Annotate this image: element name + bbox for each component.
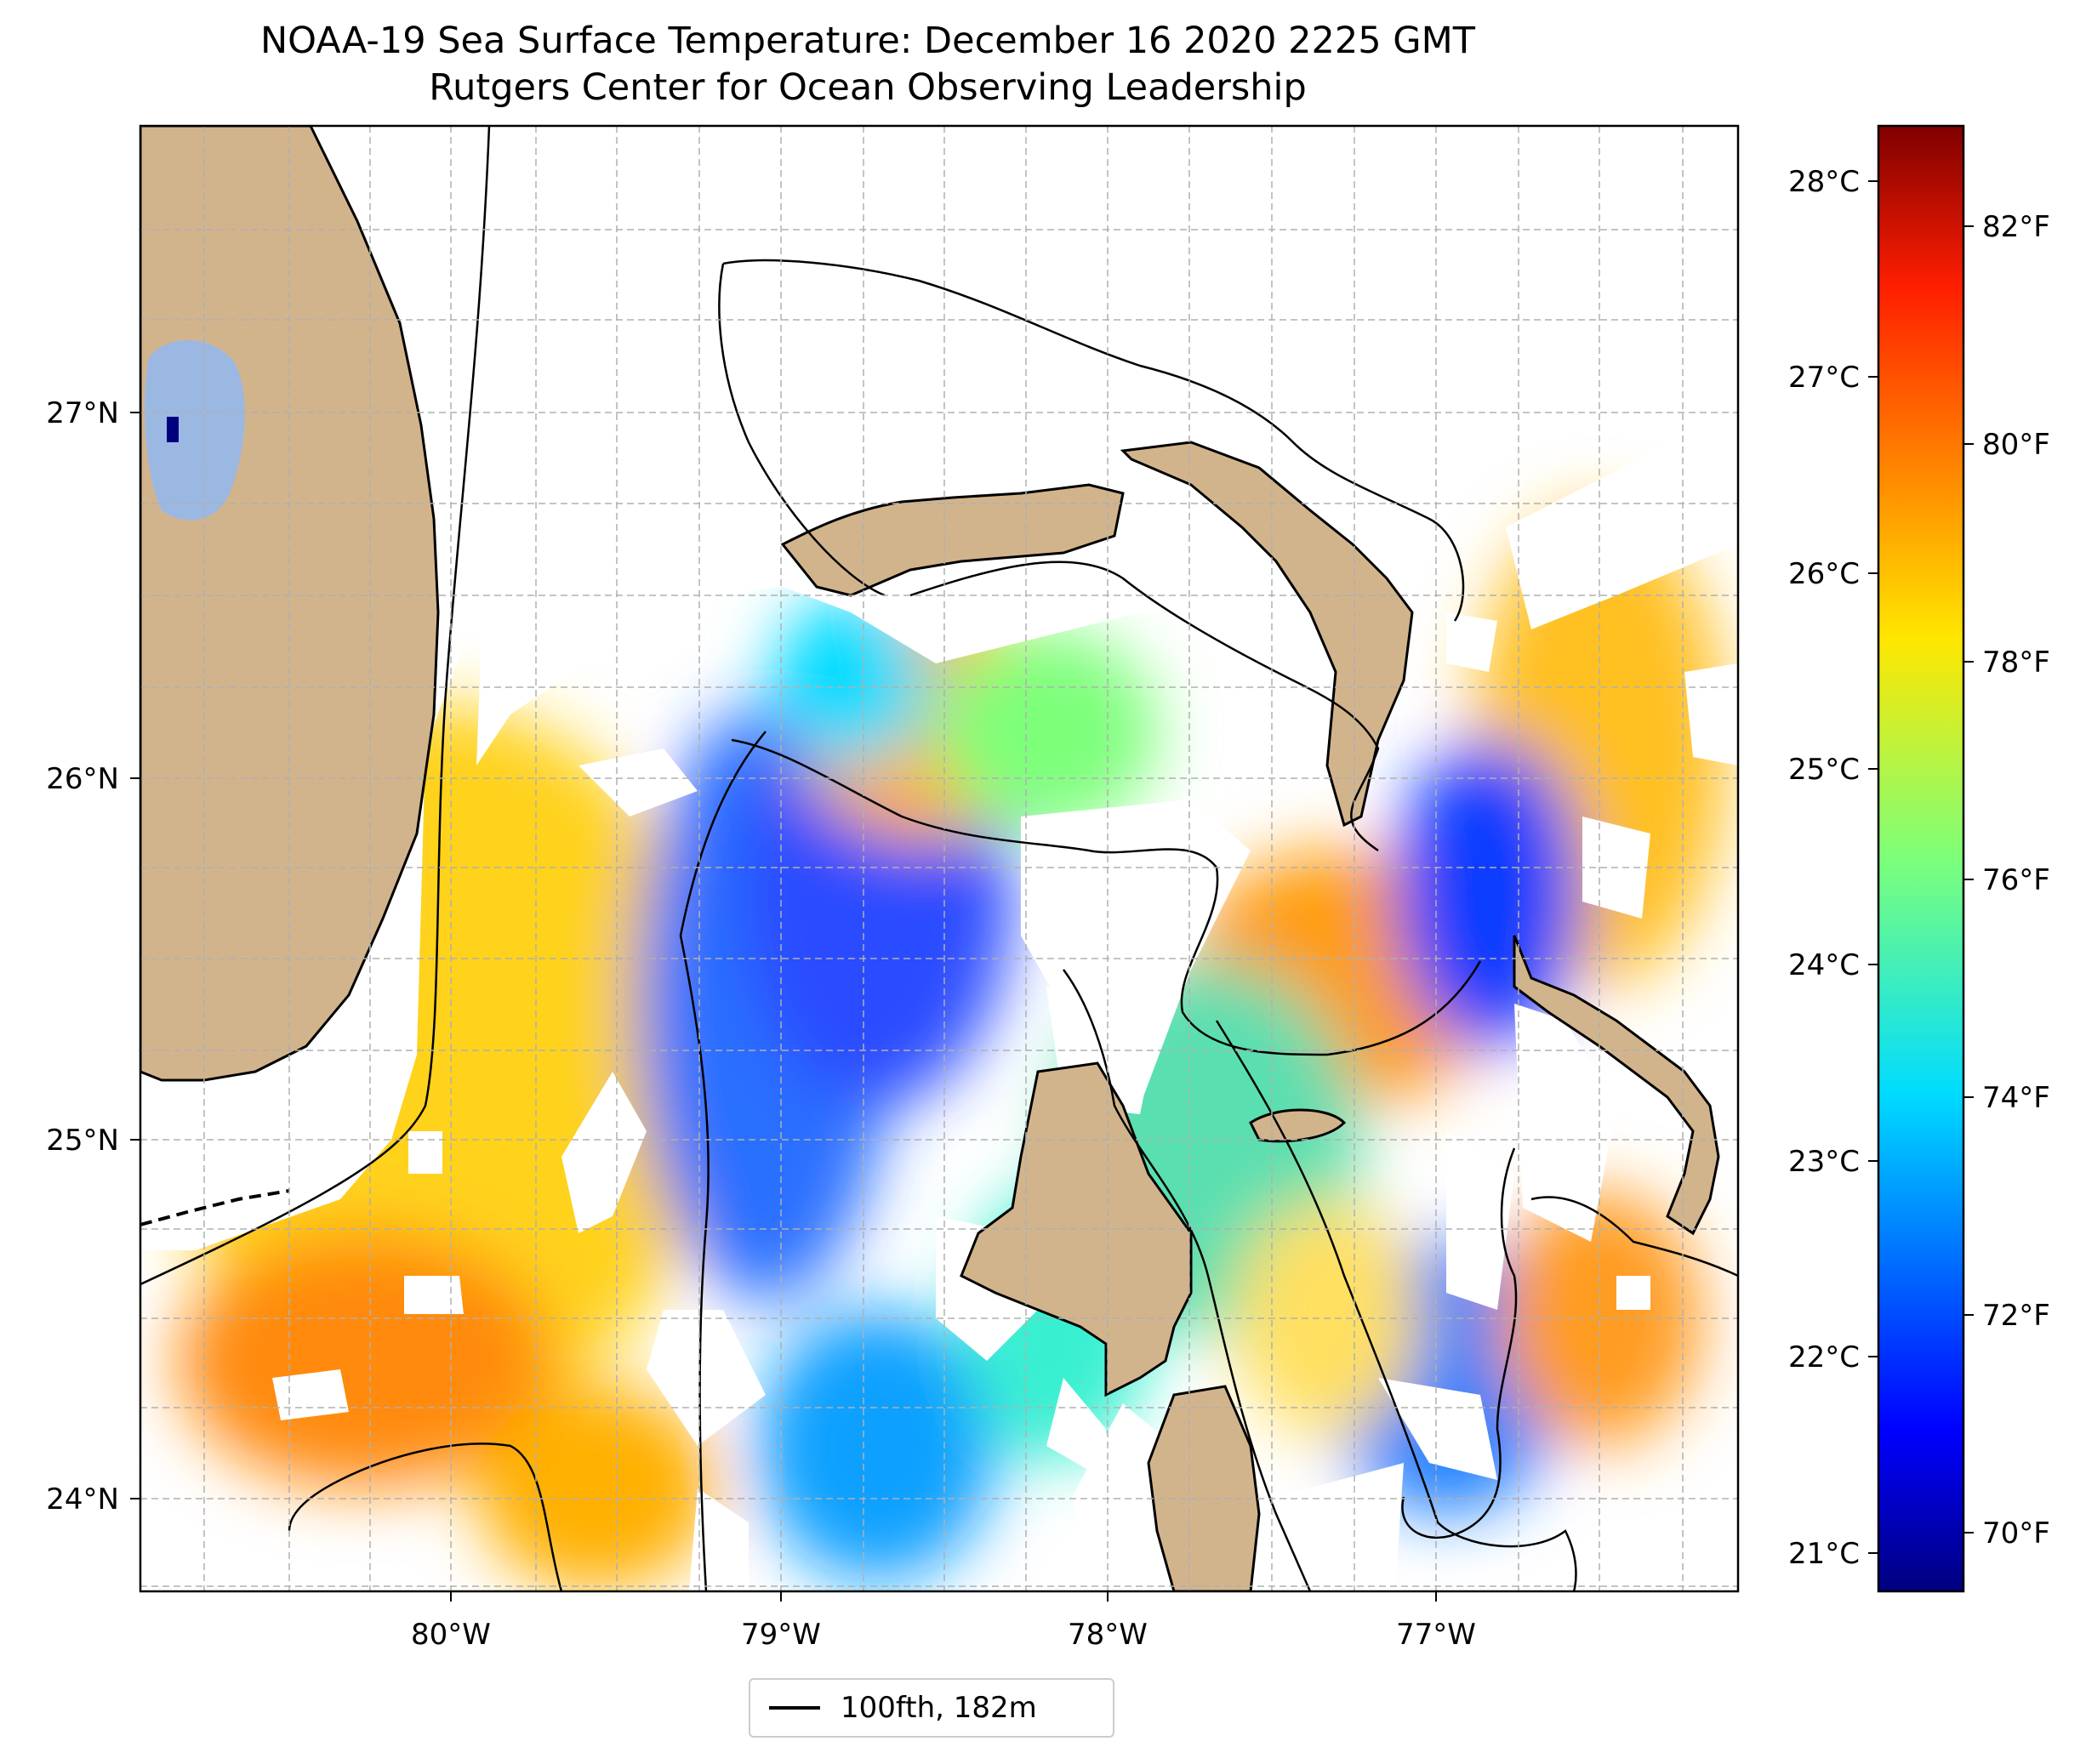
south-andros-land xyxy=(1147,1385,1261,1591)
map-title: NOAA-19 Sea Surface Temperature: Decembe… xyxy=(260,20,1475,62)
celsius-tick: 28°C xyxy=(1788,165,1860,199)
isobath-100fth xyxy=(140,126,1738,1591)
lon-tick-78w: 78°W xyxy=(1068,1618,1148,1652)
fahrenheit-tick: 80°F xyxy=(1982,428,2050,462)
celsius-tick: 23°C xyxy=(1788,1145,1860,1179)
fahrenheit-tick: 70°F xyxy=(1982,1516,2050,1551)
lat-tick-24n: 24°N xyxy=(46,1482,119,1516)
lat-tick-26n: 26°N xyxy=(46,762,119,796)
celsius-tick: 22°C xyxy=(1788,1340,1860,1374)
lat-tick-27n: 27°N xyxy=(46,396,119,430)
celsius-tick: 27°C xyxy=(1788,361,1860,395)
sst-field xyxy=(140,126,1738,1591)
legend-label: 100fth, 182m xyxy=(841,1691,1037,1725)
gridlines xyxy=(140,126,1738,1591)
abaco-land xyxy=(1120,441,1414,828)
map-subtitle: Rutgers Center for Ocean Observing Leade… xyxy=(429,66,1307,109)
fahrenheit-tick: 76°F xyxy=(1982,863,2050,897)
fahrenheit-tick: 72°F xyxy=(1982,1299,2050,1333)
colorbar xyxy=(1877,124,1965,1593)
celsius-tick: 26°C xyxy=(1788,557,1860,591)
lon-tick-79w: 79°W xyxy=(741,1618,821,1652)
legend: 100fth, 182m xyxy=(749,1678,1114,1738)
fahrenheit-tick: 82°F xyxy=(1982,210,2050,244)
legend-line-swatch xyxy=(769,1706,820,1710)
fahrenheit-tick: 78°F xyxy=(1982,646,2050,680)
celsius-tick: 24°C xyxy=(1788,948,1860,982)
lon-tick-80w: 80°W xyxy=(411,1618,491,1652)
lat-tick-25n: 25°N xyxy=(46,1124,119,1158)
celsius-tick: 21°C xyxy=(1788,1537,1860,1571)
lon-tick-77w: 77°W xyxy=(1396,1618,1476,1652)
fahrenheit-tick: 74°F xyxy=(1982,1081,2050,1115)
celsius-tick: 25°C xyxy=(1788,753,1860,787)
lake-okeechobee xyxy=(145,339,245,521)
